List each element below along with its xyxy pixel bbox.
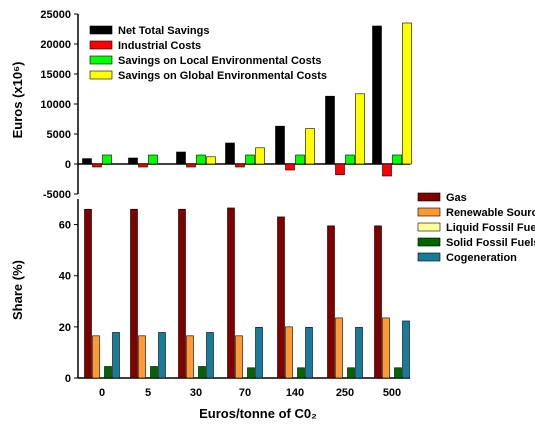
share-legend-swatch-solid-fossil-fuels xyxy=(417,237,441,247)
savings-bar-savings-on-local-environmental-costs xyxy=(245,154,255,165)
share-legend-label-solid-fossil-fuels: Solid Fossil Fuels xyxy=(446,237,535,249)
x-axis-title: Euros/tonne of C0₂ xyxy=(199,406,317,421)
share-bar-renewable-sources xyxy=(138,335,146,379)
share-bar-gas xyxy=(84,208,92,379)
share-bar-renewable-sources xyxy=(186,335,194,379)
savings-bar-industrial-costs xyxy=(335,163,345,176)
savings-panel: 25000 20000 15000 10000 5000 0 -5000 Net Total … xyxy=(40,9,412,201)
share-x-tick-label: 5 xyxy=(145,387,151,399)
savings-bar-savings-on-global-environmental-costs xyxy=(402,22,412,165)
share-bar-cogeneration xyxy=(158,332,166,379)
share-x-tick-label: 250 xyxy=(336,387,354,399)
share-bar-solid-fossil-fuels xyxy=(198,366,206,379)
savings-y-tick-label: 5000 xyxy=(47,129,71,141)
share-y-axis-title: Share (%) xyxy=(10,260,25,320)
savings-y-tick-label: 15000 xyxy=(40,69,71,81)
share-x-tick-label: 70 xyxy=(239,387,251,399)
share-bar-solid-fossil-fuels xyxy=(347,367,355,379)
share-x-tick-label: 30 xyxy=(190,387,202,399)
share-bar-cogeneration xyxy=(112,332,120,379)
savings-y-tick-label: -5000 xyxy=(43,189,71,201)
share-bar-solid-fossil-fuels xyxy=(104,366,112,379)
share-x-tick-label: 0 xyxy=(99,387,105,399)
savings-bar-industrial-costs xyxy=(382,163,392,177)
savings-legend-label-savings-on-global-environmental-costs: Savings on Global Environmental Costs xyxy=(118,70,327,82)
share-legend-label-renewable-sources: Renewable Sources xyxy=(446,207,535,219)
savings-bar-savings-on-global-environmental-costs xyxy=(206,156,216,165)
share-bar-cogeneration xyxy=(206,332,214,379)
share-panel: 60 40 20 0 0 5 30 70 140 250 500 Gas Renewable Sourc… xyxy=(59,192,535,399)
share-y-tick-label: 40 xyxy=(59,271,71,283)
savings-bar-net-total-savings xyxy=(372,25,382,165)
share-x-tick-label: 500 xyxy=(383,387,401,399)
savings-legend-swatch-industrial-costs xyxy=(89,40,113,50)
savings-bar-savings-on-local-environmental-costs xyxy=(345,154,355,165)
savings-bar-net-total-savings xyxy=(325,95,335,165)
savings-bar-savings-on-global-environmental-costs xyxy=(305,128,315,165)
share-bar-gas xyxy=(227,207,235,379)
share-bar-solid-fossil-fuels xyxy=(297,367,305,379)
savings-bar-savings-on-local-environmental-costs xyxy=(295,154,305,165)
share-bar-gas xyxy=(374,225,382,379)
share-legend-label-gas: Gas xyxy=(446,192,467,204)
share-bar-gas xyxy=(130,208,138,379)
share-legend-label-cogeneration: Cogeneration xyxy=(446,252,517,264)
share-bar-cogeneration xyxy=(355,327,363,379)
savings-legend-swatch-savings-on-local-environmental-costs xyxy=(89,55,113,65)
savings-bar-savings-on-local-environmental-costs xyxy=(102,154,112,165)
savings-bar-savings-on-global-environmental-costs xyxy=(355,93,365,165)
savings-y-tick-label: 0 xyxy=(65,159,71,171)
savings-bar-net-total-savings xyxy=(176,151,186,165)
share-y-tick-label: 20 xyxy=(59,322,71,334)
share-bar-renewable-sources xyxy=(285,326,293,379)
savings-bar-net-total-savings xyxy=(82,158,92,165)
savings-bar-net-total-savings xyxy=(128,157,138,165)
share-legend-label-liquid-fossil-fuels: Liquid Fossil Fuels xyxy=(446,222,535,234)
savings-bar-industrial-costs xyxy=(186,163,196,168)
savings-bar-net-total-savings xyxy=(275,125,285,165)
share-legend-swatch-cogeneration xyxy=(417,252,441,262)
savings-bar-industrial-costs xyxy=(235,163,245,168)
share-y-tick-label: 0 xyxy=(65,373,71,385)
share-bar-gas xyxy=(277,216,285,379)
share-bar-solid-fossil-fuels xyxy=(247,367,255,379)
share-legend-swatch-gas xyxy=(417,192,441,202)
savings-bar-savings-on-local-environmental-costs xyxy=(196,154,206,165)
savings-bar-industrial-costs xyxy=(138,163,148,168)
savings-y-tick-label: 25000 xyxy=(40,9,71,21)
savings-legend-label-industrial-costs: Industrial Costs xyxy=(118,40,201,52)
share-bar-cogeneration xyxy=(305,327,313,379)
share-bar-solid-fossil-fuels xyxy=(150,366,158,379)
savings-legend-label-net-total-savings: Net Total Savings xyxy=(118,25,209,37)
savings-bar-net-total-savings xyxy=(225,142,235,165)
share-bar-gas xyxy=(327,225,335,379)
savings-y-axis-title: Euros (x10⁶) xyxy=(10,62,25,139)
share-x-tick-label: 140 xyxy=(286,387,304,399)
share-bar-renewable-sources xyxy=(382,317,390,379)
share-bar-solid-fossil-fuels xyxy=(394,367,402,379)
savings-legend-swatch-net-total-savings xyxy=(89,25,113,35)
share-bar-renewable-sources xyxy=(335,317,343,379)
savings-bar-industrial-costs xyxy=(285,163,295,171)
savings-y-tick-label: 20000 xyxy=(40,39,71,51)
savings-legend-swatch-savings-on-global-environmental-costs xyxy=(89,70,113,80)
savings-bar-savings-on-local-environmental-costs xyxy=(392,154,402,165)
savings-bar-savings-on-local-environmental-costs xyxy=(148,154,158,165)
share-bar-cogeneration xyxy=(402,320,410,379)
savings-legend-label-savings-on-local-environmental-costs: Savings on Local Environmental Costs xyxy=(118,55,322,67)
savings-bar-savings-on-global-environmental-costs xyxy=(255,147,265,165)
share-bar-gas xyxy=(178,208,186,379)
share-bar-cogeneration xyxy=(255,327,263,379)
share-bar-renewable-sources xyxy=(235,335,243,379)
share-bar-renewable-sources xyxy=(92,335,100,379)
share-legend-swatch-renewable-sources xyxy=(417,207,441,217)
savings-y-tick-label: 10000 xyxy=(40,99,71,111)
savings-bar-industrial-costs xyxy=(92,163,102,168)
share-legend-swatch-liquid-fossil-fuels xyxy=(417,222,441,232)
share-y-tick-label: 60 xyxy=(59,220,71,232)
